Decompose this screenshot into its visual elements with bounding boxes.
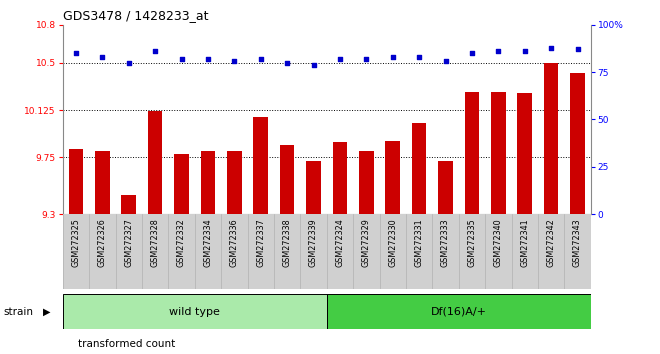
Bar	[359, 151, 374, 214]
Bar	[385, 141, 400, 214]
Bar	[538, 214, 564, 289]
Point	[203, 56, 213, 62]
Bar	[195, 214, 221, 289]
Bar	[168, 214, 195, 289]
Text: GSM272324: GSM272324	[335, 218, 345, 267]
Text: GSM272336: GSM272336	[230, 218, 239, 267]
Text: GSM272329: GSM272329	[362, 218, 371, 267]
Text: GSM272342: GSM272342	[546, 218, 556, 267]
Bar	[95, 151, 110, 214]
Point	[361, 56, 372, 62]
Point	[282, 60, 292, 65]
Text: GSM272337: GSM272337	[256, 218, 265, 267]
Bar	[63, 214, 89, 289]
Bar	[306, 161, 321, 214]
Text: GSM272334: GSM272334	[203, 218, 213, 267]
Point	[71, 50, 81, 56]
Text: GSM272327: GSM272327	[124, 218, 133, 267]
Bar	[432, 214, 459, 289]
Bar	[248, 214, 274, 289]
Bar	[253, 117, 268, 214]
Bar	[121, 195, 136, 214]
Text: ▶: ▶	[43, 307, 50, 316]
Point	[414, 54, 424, 60]
Bar	[142, 214, 168, 289]
Bar	[63, 294, 327, 329]
Text: GSM272330: GSM272330	[388, 218, 397, 267]
Point	[123, 60, 134, 65]
Point	[229, 58, 240, 64]
Text: GSM272340: GSM272340	[494, 218, 503, 267]
Bar	[570, 73, 585, 214]
Point	[176, 56, 187, 62]
Text: GSM272325: GSM272325	[71, 218, 81, 267]
Bar	[63, 294, 327, 329]
Bar	[379, 214, 406, 289]
Bar	[174, 154, 189, 214]
Bar	[274, 214, 300, 289]
Bar	[544, 63, 558, 214]
Text: Df(16)A/+: Df(16)A/+	[431, 307, 486, 316]
Text: GSM272328: GSM272328	[150, 218, 160, 267]
Bar	[327, 294, 591, 329]
Point	[440, 58, 451, 64]
Text: GDS3478 / 1428233_at: GDS3478 / 1428233_at	[63, 9, 208, 22]
Bar	[148, 111, 162, 214]
Text: transformed count: transformed count	[78, 339, 175, 349]
Bar	[406, 214, 432, 289]
Point	[387, 54, 398, 60]
Point	[150, 48, 160, 54]
Bar	[333, 142, 347, 214]
Bar	[459, 214, 485, 289]
Bar	[438, 161, 453, 214]
Bar	[89, 214, 116, 289]
Text: GSM272335: GSM272335	[467, 218, 477, 267]
Bar	[517, 93, 532, 214]
Point	[493, 48, 504, 54]
Bar	[115, 214, 142, 289]
Point	[546, 45, 556, 50]
Bar	[564, 214, 591, 289]
Bar	[327, 214, 353, 289]
Bar	[512, 214, 538, 289]
Bar	[227, 151, 242, 214]
Bar	[353, 214, 380, 289]
Bar	[485, 214, 512, 289]
Text: GSM272326: GSM272326	[98, 218, 107, 267]
Bar	[300, 214, 327, 289]
Text: GSM272343: GSM272343	[573, 218, 582, 267]
Bar	[465, 92, 479, 214]
Text: GSM272339: GSM272339	[309, 218, 318, 267]
Text: GSM272341: GSM272341	[520, 218, 529, 267]
Point	[255, 56, 266, 62]
Text: wild type: wild type	[169, 307, 220, 316]
Point	[467, 50, 477, 56]
Text: GSM272338: GSM272338	[282, 218, 292, 267]
Bar	[327, 294, 591, 329]
Bar	[280, 145, 294, 214]
Text: GSM272332: GSM272332	[177, 218, 186, 267]
Point	[335, 56, 345, 62]
Point	[572, 47, 583, 52]
Point	[97, 54, 108, 60]
Text: GSM272331: GSM272331	[414, 218, 424, 267]
Bar	[201, 151, 215, 214]
Bar	[221, 214, 248, 289]
Bar	[491, 92, 506, 214]
Text: strain: strain	[3, 307, 33, 316]
Text: GSM272333: GSM272333	[441, 218, 450, 267]
Point	[519, 48, 530, 54]
Bar	[69, 149, 83, 214]
Bar	[412, 123, 426, 214]
Point	[308, 62, 319, 67]
